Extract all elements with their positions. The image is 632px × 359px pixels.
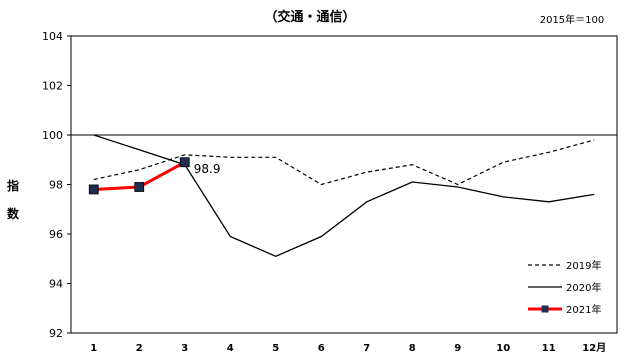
series-2021-point xyxy=(179,157,190,168)
legend: 2019年 2020年 2021年 xyxy=(528,259,601,316)
x-tick-label: 6 xyxy=(318,343,325,354)
x-tick-label: 4 xyxy=(227,343,234,354)
y-axis-label-line-2: 数 xyxy=(7,206,20,221)
y-axis-label-line-1: 指 xyxy=(7,178,19,193)
x-tick-label: 12月 xyxy=(582,342,606,354)
y-tick-label: 104 xyxy=(42,30,63,43)
chart-title: （交通・通信） xyxy=(264,9,355,25)
series-2021-point xyxy=(134,182,145,192)
y-tick-label: 92 xyxy=(49,327,63,340)
legend-label: 2020年 xyxy=(566,281,601,294)
x-tick-label: 5 xyxy=(272,343,279,354)
y-tick-label: 94 xyxy=(49,278,63,291)
x-tick-label: 1 xyxy=(90,343,97,354)
x-tick-label: 7 xyxy=(363,343,370,354)
x-tick-label: 3 xyxy=(181,343,188,354)
legend-marker-2021 xyxy=(541,305,549,313)
base-year-note: 2015年＝100 xyxy=(540,13,605,26)
x-tick-label: 2 xyxy=(136,343,143,354)
x-tick-label: 10 xyxy=(496,343,510,354)
y-tick-label: 100 xyxy=(42,129,63,142)
x-tick-label: 11 xyxy=(542,343,556,354)
legend-label: 2019年 xyxy=(566,259,601,272)
x-tick-label: 8 xyxy=(409,343,416,354)
y-tick-label: 102 xyxy=(42,80,63,93)
y-tick-label: 98 xyxy=(49,179,63,192)
plot-area: 92 94 96 98 100 102 104 1 2 3 4 5 6 7 8 9 10 11 12月 98.9 xyxy=(42,30,618,354)
series-2020-line xyxy=(93,134,595,258)
series-2019-line xyxy=(93,139,595,186)
series-2021-point xyxy=(88,184,99,195)
x-tick-label: 9 xyxy=(454,343,461,354)
data-label-2021-mar: 98.9 xyxy=(194,162,221,176)
y-tick-label: 96 xyxy=(49,228,63,241)
legend-label: 2021年 xyxy=(566,303,601,316)
